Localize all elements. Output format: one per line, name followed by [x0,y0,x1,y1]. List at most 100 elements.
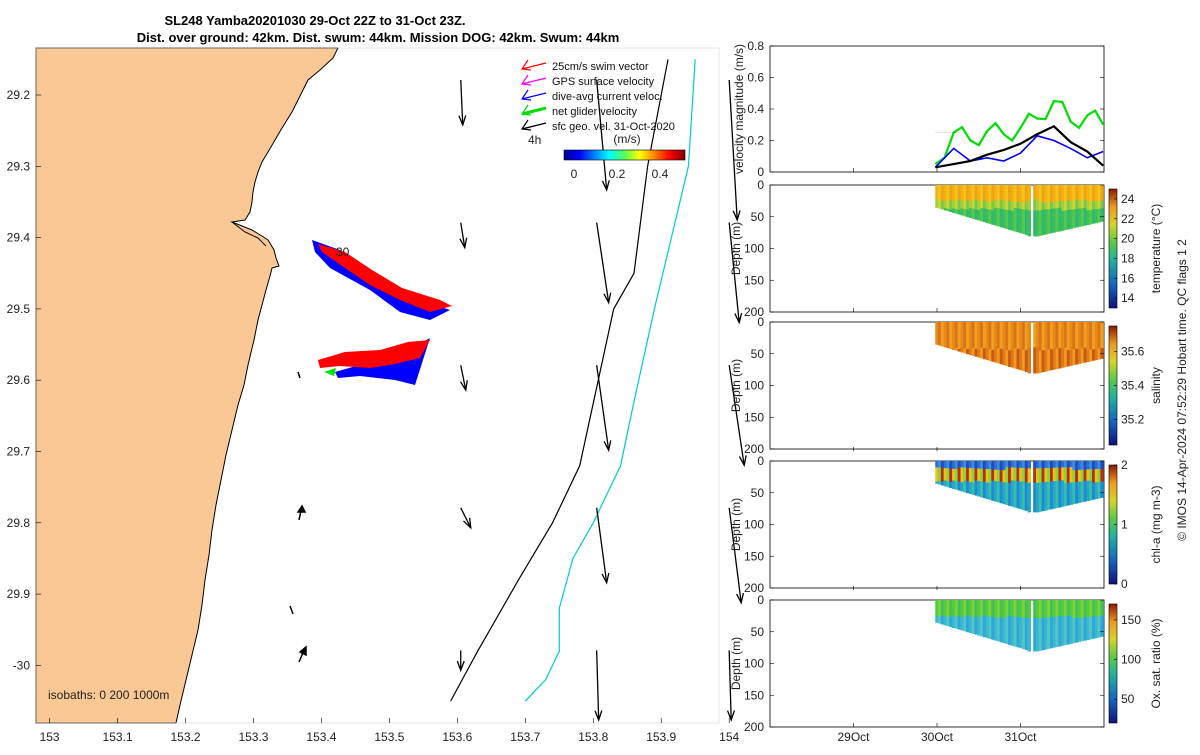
colorbar-tick-label: 35.2 [1121,413,1145,427]
profile-cell [1078,357,1082,361]
profile-cell [1069,194,1073,198]
profile-cell [1078,217,1082,221]
profile-cell [949,600,953,603]
profile-cell [1078,463,1082,468]
profile-cell [1064,631,1068,636]
profile-cell [1016,365,1020,370]
profile-cell [1066,188,1071,192]
profile-cell [1100,195,1104,199]
profile-cell [966,461,970,464]
profile-cell [1036,365,1040,370]
profile-cell [1027,369,1031,374]
profile-cell [996,632,1001,636]
profile-cell [1033,221,1037,226]
profile-cell [1013,364,1018,369]
profile-cell [954,348,959,351]
profile-cell [952,480,956,484]
profile-cell [982,329,987,333]
profile-cell [1089,461,1093,465]
profile-cell [1083,628,1087,633]
profile-cell [1024,209,1029,214]
profile-cell [1024,631,1029,636]
profile-cell [994,193,998,198]
profile-cell [1061,354,1065,358]
profile-cell [1058,325,1062,330]
profile-cell [963,204,967,208]
profile-cell [1005,618,1009,623]
profile-cell [940,342,945,345]
profile-cell [963,350,967,354]
profile-cell [963,333,967,336]
profile-cell [1050,613,1054,618]
profile-cell [1092,477,1096,481]
profile-cell [994,344,998,349]
profile-cell [1005,200,1009,205]
profile-cell [1080,466,1085,471]
profile-cell [952,190,956,194]
track-time-label: 30 [336,245,350,259]
profile-cell [968,342,973,346]
profile-cell [1094,469,1099,473]
profile-cell [985,477,990,481]
profile-cell [952,339,956,343]
profile-cell [963,324,967,327]
profile-cell [988,635,992,639]
profile-cell [996,469,1001,474]
profile-cell [943,202,948,206]
geo-arrow [460,222,466,248]
profile-cell [968,488,973,492]
profile-cell [1033,482,1037,487]
profile-cell [1047,335,1051,340]
profile-cell [946,194,950,197]
profile-cell [1044,226,1048,231]
profile-cell [1080,626,1085,630]
profile-cell [968,481,973,485]
profile-cell [1050,335,1054,340]
profile-cell [963,480,967,484]
profile-cell [1052,487,1057,492]
profile-cell [1061,191,1065,196]
profile-cell [988,627,992,631]
profile-cell [1010,483,1015,488]
profile-cell [1019,501,1023,506]
profile-cell [1052,501,1057,506]
profile-cell [985,471,990,475]
profile-cell [1038,635,1043,640]
profile-cell [985,198,990,202]
profile-cell [1072,621,1076,625]
profile-cell [1002,325,1006,329]
profile-cell [974,614,978,618]
profile-cell [957,338,962,342]
profile-cell [1033,228,1037,233]
profile-cell [1089,207,1093,211]
profile-cell [1078,211,1082,215]
profile-cell [1092,627,1096,631]
profile-cell [938,343,942,346]
profile-cell [1086,330,1090,334]
profile-cell [977,483,981,487]
profile-cell [935,322,939,325]
profile-cell [957,199,962,203]
profile-cell [1100,600,1104,604]
profile-cell [988,630,992,634]
profile-cell [1027,351,1031,356]
profile-cell [946,323,950,327]
profile-cell [1086,486,1090,490]
profile-cell [991,341,995,345]
profile-cell [943,322,948,325]
legend-swatch [521,92,547,100]
profile-cell [1094,351,1099,355]
profile-cell [1100,602,1104,606]
profile-cell [954,610,959,613]
profile-cell [1100,324,1104,328]
profile-cell [985,602,990,606]
profile-cell [1041,492,1045,497]
profile-cell [1047,195,1051,200]
profile-cell [1027,354,1031,359]
geo-arrow [728,79,738,221]
profile-cell [1016,461,1020,465]
profile-cell [982,327,987,331]
profile-cell [1094,495,1099,500]
profile-cell [963,341,967,345]
profile-cell [1066,603,1071,607]
